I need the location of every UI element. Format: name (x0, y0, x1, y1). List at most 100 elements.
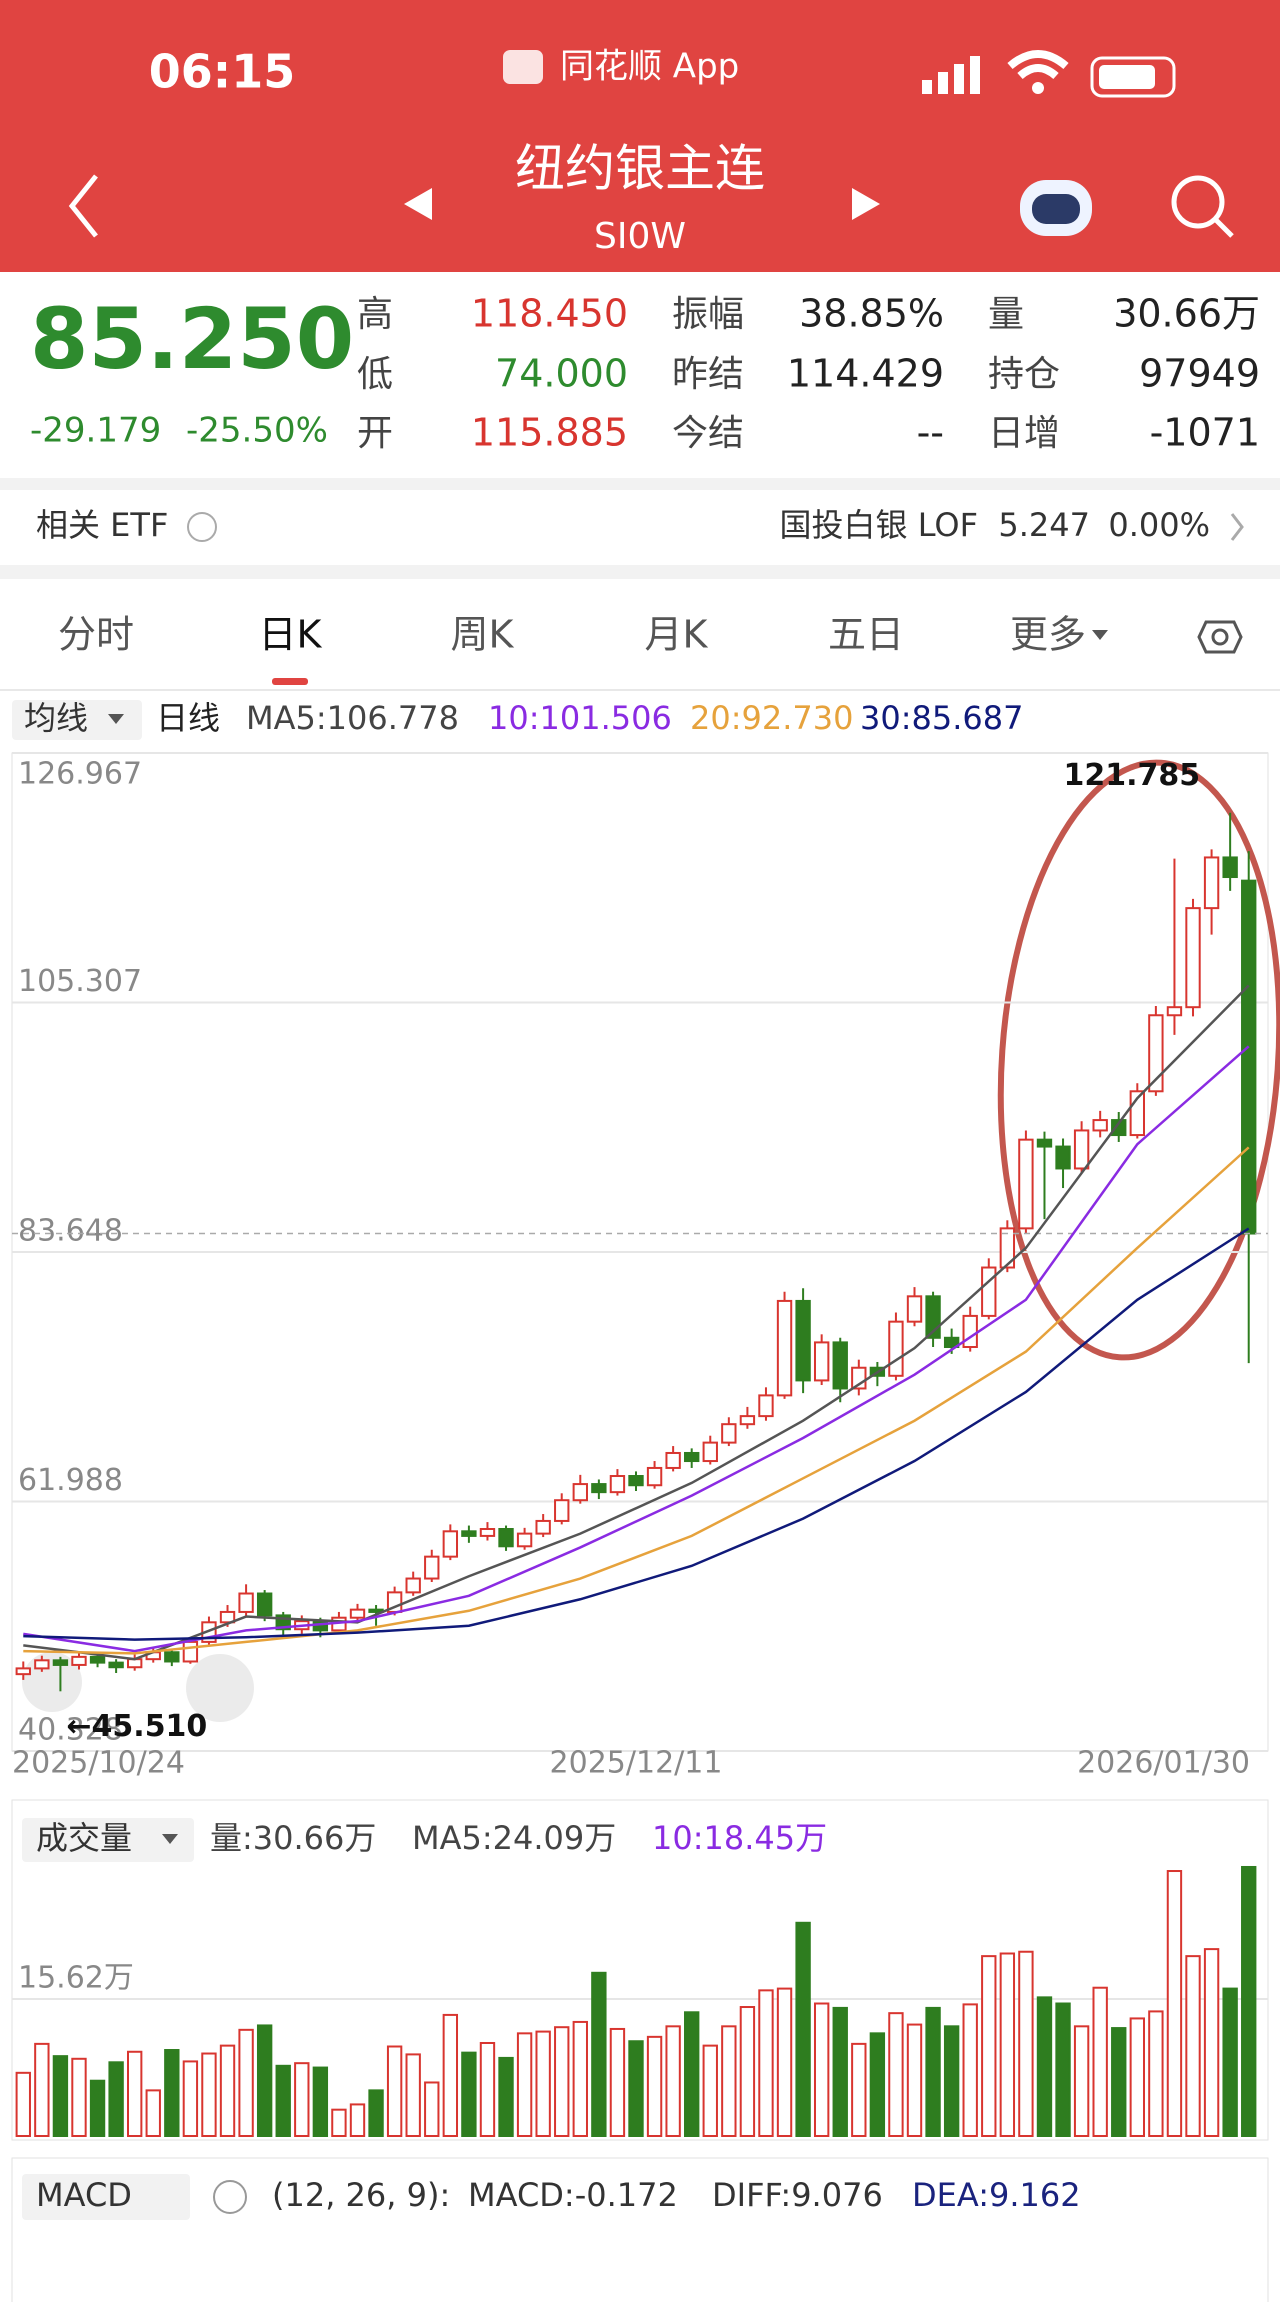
field-value: 30.66万 (1113, 292, 1260, 336)
candle-body (1055, 1145, 1071, 1170)
robot-face (1032, 194, 1080, 224)
volume-bar (776, 1987, 793, 2137)
ma-line (23, 1146, 1250, 1655)
candle-body (776, 1299, 793, 1397)
volume-bar (684, 2011, 700, 2137)
candle-body (516, 1532, 533, 1548)
volume-bar (609, 2027, 626, 2137)
volume-bar (1111, 2027, 1127, 2137)
field-value: 118.450 (471, 292, 628, 336)
y-tick-label: 126.967 (18, 757, 142, 792)
candle-body (739, 1415, 756, 1426)
candle-body (1073, 1129, 1090, 1170)
candle-body (1222, 856, 1238, 879)
candle-body (461, 1530, 477, 1537)
help[interactable] (187, 512, 217, 542)
next[interactable] (852, 188, 880, 220)
volume-bar (646, 2035, 663, 2137)
volume-bar (925, 2006, 941, 2137)
volume-bar (52, 2055, 69, 2137)
candle-body (888, 1320, 904, 1377)
dropdown (1092, 630, 1108, 640)
candle-body (758, 1394, 774, 1418)
change: -29.179 (30, 411, 161, 451)
candle-body (424, 1555, 440, 1580)
volume-bar (442, 2013, 459, 2138)
candle-body (962, 1314, 978, 1349)
period: 日线 (156, 699, 220, 737)
volume-select[interactable] (22, 1818, 194, 1862)
tab[interactable]: 五日 (828, 613, 904, 657)
macd-select[interactable] (22, 2174, 190, 2220)
volume-bar (1203, 1948, 1220, 2137)
search-handle (1214, 218, 1234, 238)
candle-body (591, 1483, 607, 1494)
fullscreen[interactable] (186, 1654, 254, 1722)
volume-bar (554, 2026, 570, 2137)
field-label: 开 (357, 413, 393, 454)
volume-bar (164, 2049, 180, 2138)
volume-bar (71, 2057, 87, 2138)
code: SI0W (594, 216, 686, 257)
candle-body (943, 1336, 960, 1349)
candle-body (52, 1659, 69, 1666)
etf-change: 0.00% (1108, 506, 1210, 544)
volume-bar (572, 2020, 588, 2137)
tab[interactable]: 周K (451, 613, 515, 657)
candle-body (554, 1499, 570, 1522)
candle-body (442, 1530, 459, 1558)
volume-bar (89, 2079, 106, 2138)
tab[interactable]: 月K (645, 613, 709, 657)
wifi (1007, 50, 1069, 80)
field-label: 今结 (672, 413, 744, 454)
volume-label: 量:30.66万 (210, 1819, 376, 1857)
volume-frame (11, 1799, 1269, 2141)
candle-body (238, 1592, 254, 1613)
volume-title: 成交量 (36, 1819, 132, 1857)
candle-body (1166, 1006, 1183, 1017)
volume-bar (182, 2060, 199, 2138)
back[interactable] (68, 174, 98, 238)
candle-body (479, 1528, 496, 1537)
volume-bar (312, 2066, 329, 2137)
dropdown (162, 1834, 178, 1844)
min-label: ←45.510 (66, 1709, 207, 1744)
change-pct: -25.50% (186, 411, 328, 451)
candle-body (108, 1661, 124, 1669)
volume-bar (275, 2064, 291, 2137)
y-tick-label: 83.648 (18, 1213, 123, 1248)
prev[interactable] (404, 188, 432, 220)
macd-diff: DIFF:9.076 (712, 2176, 883, 2214)
candle-body (628, 1475, 644, 1487)
etf-name[interactable]: 国投白银 LOF (780, 506, 978, 544)
candle-body (721, 1423, 737, 1444)
x-tick-label: 2025/10/24 (12, 1746, 185, 1781)
volume-bar (888, 2012, 904, 2137)
volume-bar (702, 2044, 718, 2138)
field-label: 低 (357, 354, 393, 395)
candle-body (349, 1608, 366, 1619)
volume-bar (15, 2071, 31, 2138)
search[interactable] (1171, 175, 1225, 229)
settings[interactable] (1197, 620, 1243, 654)
legend-entry: 10:101.506 (488, 699, 672, 737)
field-label: 高 (357, 294, 393, 335)
title: 纽约银主连 (515, 140, 765, 198)
help[interactable] (213, 2180, 247, 2214)
volume-bar (1241, 1865, 1257, 2138)
candle-body (981, 1266, 997, 1317)
field-label: 昨结 (672, 354, 744, 395)
volume-bar (127, 2050, 143, 2138)
tab[interactable]: 分时 (58, 613, 134, 657)
ma-select[interactable] (12, 700, 142, 740)
candle-body (1018, 1138, 1034, 1230)
macd-title: MACD (36, 2176, 132, 2214)
tab[interactable]: 更多 (1010, 613, 1086, 657)
candle-body (405, 1577, 421, 1594)
candle-body (164, 1651, 180, 1663)
tab[interactable]: 日K (259, 613, 323, 657)
volume-bar (1148, 2010, 1164, 2138)
y-tick-label: 15.62万 (18, 1960, 134, 1995)
candle-body (182, 1640, 199, 1663)
